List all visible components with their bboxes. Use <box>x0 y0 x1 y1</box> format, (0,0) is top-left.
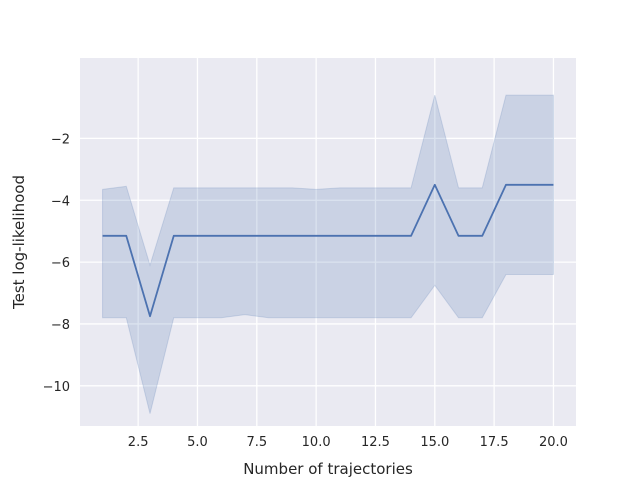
y-tick-label: −10 <box>43 380 70 395</box>
plot-background <box>80 58 576 426</box>
grid <box>80 58 576 426</box>
confidence-band <box>102 94 554 414</box>
y-axis-label: Test log-likelihood <box>10 175 28 310</box>
y-tick-label: −4 <box>51 194 70 209</box>
y-tick-labels: −10 −8 −6 −4 −2 <box>43 132 70 394</box>
x-tick-label: 20.0 <box>539 435 568 450</box>
x-tick-label: 5.0 <box>187 435 208 450</box>
x-tick-label: 10.0 <box>302 435 331 450</box>
x-tick-label: 2.5 <box>128 435 149 450</box>
series-line-group <box>102 183 554 318</box>
series-line <box>102 183 554 318</box>
y-tick-label: −2 <box>51 132 70 147</box>
y-tick-label: −8 <box>51 318 70 333</box>
x-axis-label: Number of trajectories <box>243 460 413 478</box>
x-tick-label: 17.5 <box>480 435 509 450</box>
x-tick-labels: 2.5 5.0 7.5 10.0 12.5 15.0 17.5 20.0 <box>128 435 568 450</box>
y-tick-label: −6 <box>51 256 70 271</box>
x-tick-label: 15.0 <box>420 435 449 450</box>
x-tick-label: 7.5 <box>246 435 267 450</box>
confidence-band-group <box>102 94 554 414</box>
x-tick-label: 12.5 <box>361 435 390 450</box>
